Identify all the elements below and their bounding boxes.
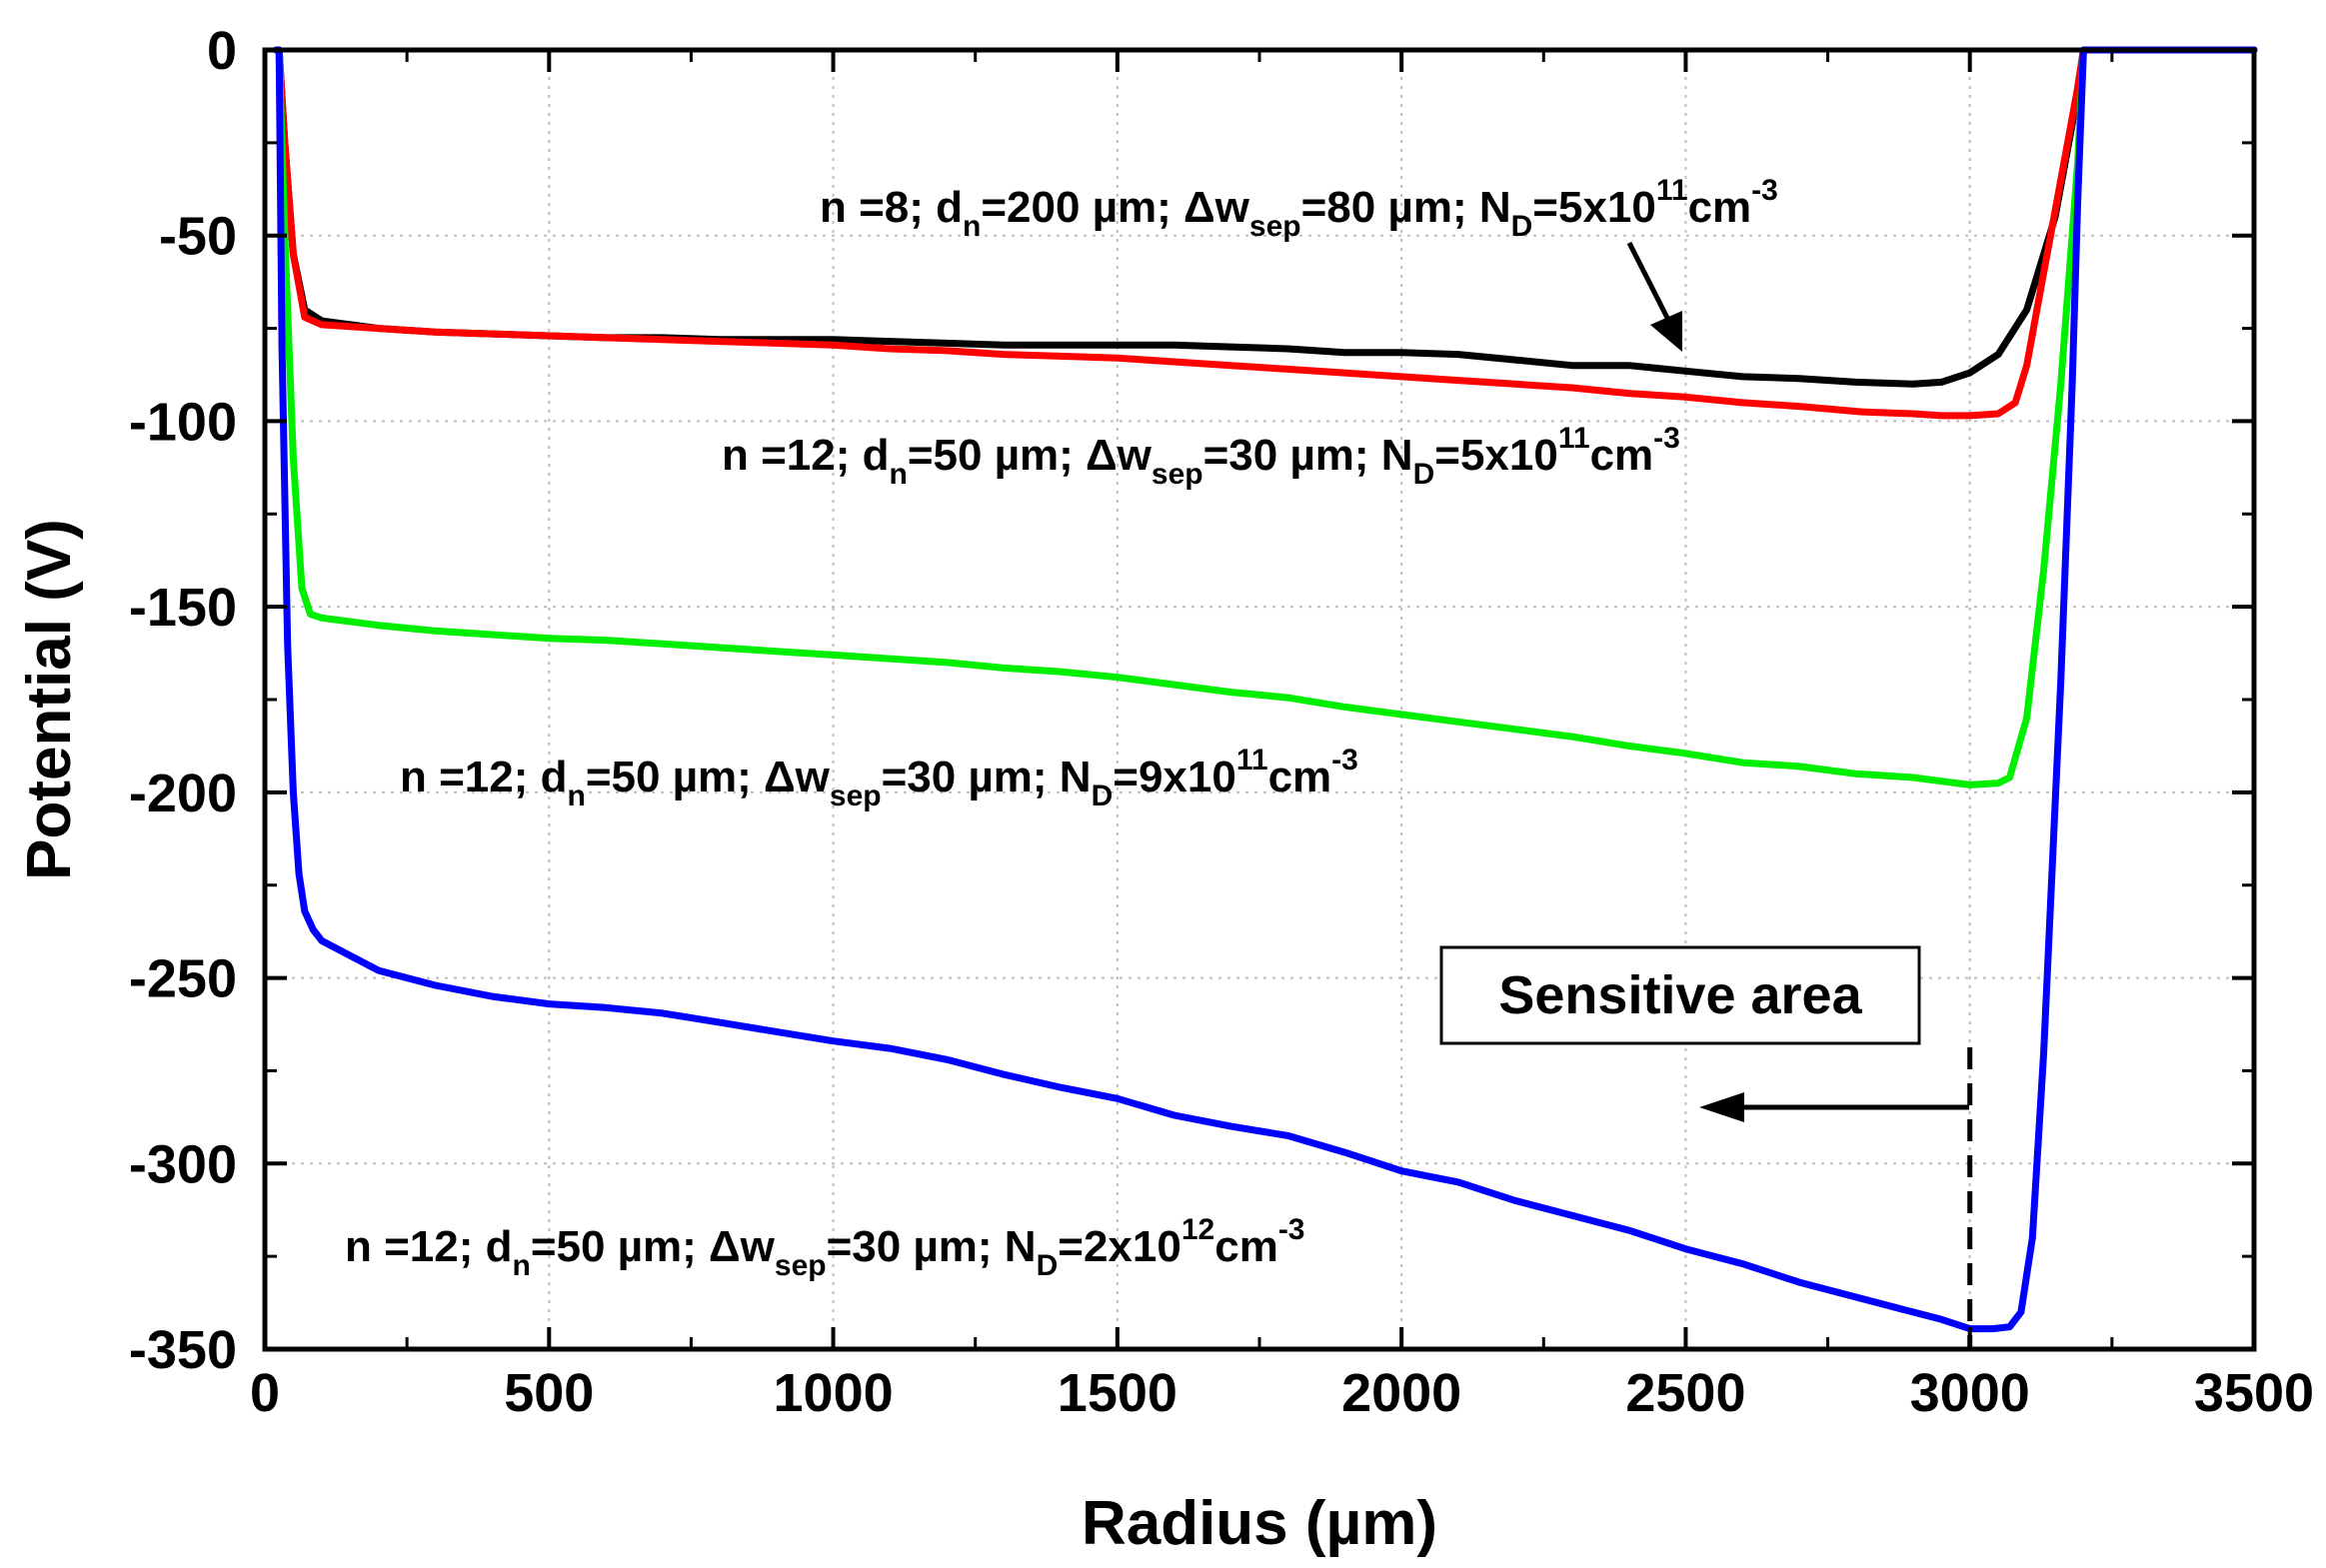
- tick-labels: 0 500 1000 1500 2000 2500 3000 3500 0 -50 -100 -150…: [129, 21, 2314, 1423]
- annotation-green-series: n =12; dn=50 µm; Δwsep=30 µm; ND=9x1011c…: [400, 744, 1358, 812]
- series-line-blue: [272, 46, 2258, 1333]
- annotation-part: =2x10: [1058, 1222, 1181, 1271]
- annotation-part: -3: [1751, 174, 1778, 207]
- y-tick-label: -150: [129, 578, 237, 638]
- y-tick-label: 0: [207, 21, 237, 81]
- annotation-part: =50 µm; Δw: [586, 753, 831, 801]
- annotation-part: -3: [1278, 1213, 1305, 1246]
- x-tick-label: 1500: [1058, 1363, 1177, 1423]
- x-axis-title: Radius (µm): [1082, 1489, 1437, 1558]
- annotation-part: 11: [1656, 174, 1688, 207]
- annotation-part: n: [890, 458, 908, 491]
- series-line-red: [272, 46, 2258, 420]
- annotation-part: n =8; d: [820, 183, 963, 232]
- y-tick-label: -300: [129, 1134, 237, 1194]
- y-tick-label: -200: [129, 764, 237, 823]
- annotation-part: D: [1511, 210, 1533, 243]
- annotation-part: D: [1037, 1249, 1059, 1282]
- x-tick-label: 500: [504, 1363, 594, 1423]
- annotation-part: n =12; d: [722, 431, 890, 480]
- y-tick-label: -250: [129, 949, 237, 1009]
- annotation-part: cm: [1688, 183, 1752, 232]
- annotation-part: D: [1413, 458, 1435, 491]
- x-tick-label: 2000: [1341, 1363, 1461, 1423]
- annotation-part: sep: [1152, 458, 1203, 491]
- x-tick-label: 3000: [1910, 1363, 2030, 1423]
- annotation-part: -3: [1331, 744, 1358, 777]
- annotation-part: n: [963, 210, 981, 243]
- annotation-part: cm: [1590, 431, 1654, 480]
- annotation-part: sep: [775, 1249, 827, 1282]
- annotation-black-series: n =8; dn=200 µm; Δwsep=80 µm; ND=5x1011c…: [820, 174, 1778, 243]
- annotation-part: =9x10: [1113, 753, 1236, 801]
- plot-frame: [262, 47, 2257, 1352]
- x-tick-label: 1000: [774, 1363, 894, 1423]
- annotation-part: n =12; d: [400, 753, 568, 801]
- annotation-part: -3: [1653, 422, 1680, 455]
- annotation-arrow: [1626, 241, 1682, 352]
- y-tick-label: -50: [159, 207, 237, 267]
- annotation-part: =30 µm; N: [882, 753, 1092, 801]
- annotation-part: =80 µm; N: [1301, 183, 1511, 232]
- annotation-part: cm: [1268, 753, 1332, 801]
- annotation-part: =5x10: [1532, 183, 1656, 232]
- annotation-part: =5x10: [1434, 431, 1558, 480]
- annotation-part: sep: [1249, 210, 1301, 243]
- annotation-part: =200 µm; Δw: [981, 183, 1249, 232]
- annotation-part: n =12; d: [345, 1222, 513, 1271]
- annotation-part: n: [513, 1249, 531, 1282]
- annotation-part: sep: [830, 780, 882, 812]
- sensitive-area-arrow: [1699, 1092, 1969, 1122]
- annotation-part: 12: [1181, 1213, 1214, 1246]
- y-axis-title: Potential (V): [15, 519, 84, 880]
- sensitive-area-box: [1439, 945, 1921, 1045]
- annotation-part: 11: [1558, 422, 1590, 455]
- y-tick-label: -350: [129, 1320, 237, 1380]
- annotation-part: 11: [1236, 744, 1268, 777]
- annotation-blue-series: n =12; dn=50 µm; Δwsep=30 µm; ND=2x1012c…: [345, 1213, 1305, 1282]
- annotation-part: =30 µm; N: [827, 1222, 1037, 1271]
- annotation-part: D: [1092, 780, 1114, 812]
- annotation-part: n: [568, 780, 586, 812]
- annotation-part: =50 µm; Δw: [908, 431, 1153, 480]
- annotation-part: =50 µm; Δw: [531, 1222, 776, 1271]
- x-tick-label: 3500: [2194, 1363, 2314, 1423]
- annotation-red-series: n =12; dn=50 µm; Δwsep=30 µm; ND=5x1011c…: [722, 422, 1680, 491]
- x-tick-label: 0: [250, 1363, 280, 1423]
- grid: [265, 50, 2254, 1349]
- y-tick-label: -100: [129, 392, 237, 452]
- series-group: [272, 46, 2258, 1333]
- ticks: [263, 48, 2256, 1351]
- series-line-green: [272, 46, 2258, 788]
- x-tick-label: 2500: [1625, 1363, 1745, 1423]
- annotation-part: cm: [1214, 1222, 1278, 1271]
- annotation-part: =30 µm; N: [1203, 431, 1413, 480]
- sensitive-area-label: Sensitive area: [1498, 965, 1862, 1025]
